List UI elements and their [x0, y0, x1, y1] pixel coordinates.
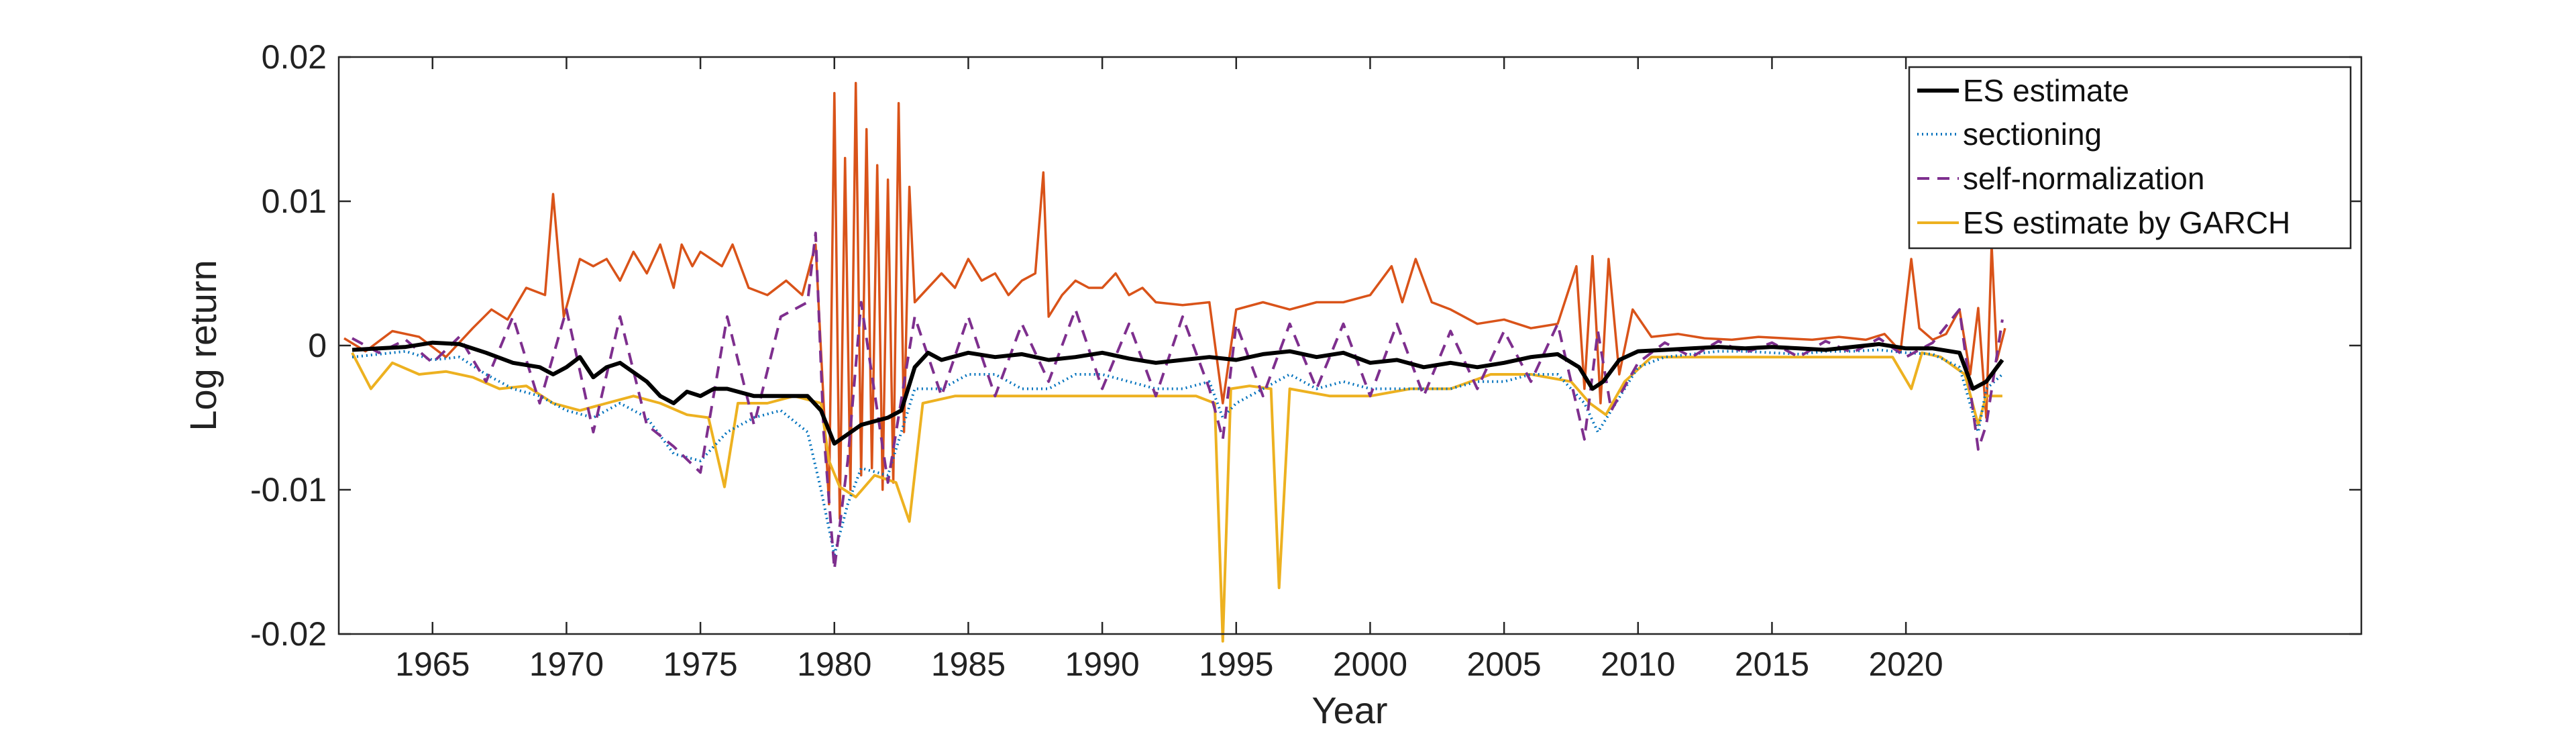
- y-tick-label-1: -0.01: [250, 471, 327, 509]
- legend-label-self-normalization: self-normalization: [1963, 161, 2204, 196]
- y-tick-label-4: 0.02: [262, 38, 327, 76]
- legend-label-es-estimate: ES estimate: [1963, 73, 2129, 108]
- x-tick-label-2010: 2010: [1601, 645, 1675, 683]
- y-tick-label-3: 0.01: [262, 182, 327, 220]
- x-tick-label-2020: 2020: [1869, 645, 1943, 683]
- x-tick-label-1990: 1990: [1065, 645, 1139, 683]
- legend-label-es-estimate-by-garch: ES estimate by GARCH: [1963, 205, 2290, 240]
- x-tick-label-1965: 1965: [395, 645, 470, 683]
- ticks-layer: 1965 1970 1975 1980 1985 1990 1995 2000 2005 2010…: [250, 38, 2361, 683]
- series-layer: [343, 81, 2006, 643]
- y-tick-label-2: 0: [308, 327, 327, 364]
- x-tick-label-1970: 1970: [529, 645, 604, 683]
- legend: ES estimate sectioning self-normalizatio…: [1908, 66, 2352, 250]
- x-tick-label-1985: 1985: [931, 645, 1006, 683]
- x-tick-label-2015: 2015: [1735, 645, 1809, 683]
- x-tick-label-2005: 2005: [1467, 645, 1542, 683]
- series-log-return: [343, 81, 2006, 520]
- x-tick-label-1975: 1975: [663, 645, 737, 683]
- x-axis-label: Year: [1311, 689, 1387, 731]
- series-es-estimate: [352, 340, 2004, 446]
- y-axis-label: Log return: [182, 260, 224, 431]
- legend-label-sectioning: sectioning: [1963, 117, 2102, 152]
- x-tick-label-1995: 1995: [1199, 645, 1273, 683]
- series-sectioning: [352, 348, 2004, 556]
- x-tick-label-1980: 1980: [797, 645, 871, 683]
- x-tick-label-2000: 2000: [1333, 645, 1407, 683]
- legend-box: [1908, 66, 2352, 250]
- y-tick-label-0: -0.02: [250, 615, 327, 653]
